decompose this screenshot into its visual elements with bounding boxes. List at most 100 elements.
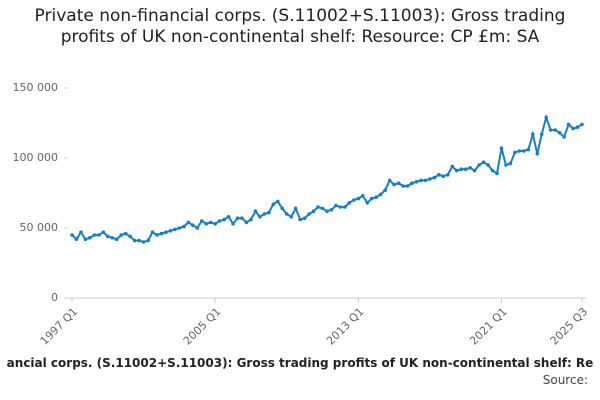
data-point [199,219,204,223]
data-point [338,205,343,209]
chart: 0 50 000 100 000 150 000 1997 Q1 2005 Q1 2013 … [13,81,591,348]
data-point [414,180,419,184]
y-tick-label: 150 000 [13,81,59,94]
data-point [79,230,83,234]
y-tick-label: 0 [51,291,58,304]
data-point [517,149,522,153]
data-point [253,209,258,213]
data-point [226,215,231,219]
data-point [392,182,396,187]
data-point [132,238,137,243]
data-point [83,237,88,241]
data-point [441,174,446,178]
data-point [150,230,155,234]
data-point [280,206,285,211]
data-point [374,195,379,199]
data-point [222,217,226,222]
data-point [360,194,365,198]
data-point [329,208,334,212]
data-point [539,132,544,136]
data-point [387,178,392,183]
data-point [369,196,374,201]
data-point [513,150,517,155]
data-point [490,168,495,173]
data-point [114,237,119,241]
data-point [164,230,168,234]
data-point [575,125,580,129]
data-point [445,173,450,177]
data-point [267,210,271,215]
data-point [526,147,531,152]
data-point [508,161,513,166]
data-point [486,163,490,167]
data-point [235,216,240,220]
data-point [159,231,164,236]
data-point [419,178,423,183]
data-point [101,230,106,234]
data-point [240,216,244,220]
data-point [535,152,540,156]
data-point [173,227,177,232]
data-point [74,237,79,241]
data-point [383,188,387,192]
data-point [544,115,549,120]
data-point [302,216,307,220]
data-point [146,238,150,243]
data-point [177,226,182,230]
data-point [548,128,553,132]
data-point [334,203,338,208]
data-point [405,184,410,188]
data-point [530,132,535,136]
x-tick-label: 2025 Q3 [548,305,591,348]
data-point [365,201,370,205]
data-point [244,220,249,225]
data-point [307,212,311,216]
x-tick-label: 2005 Q1 [181,305,224,348]
data-point [396,181,401,185]
data-point [580,122,584,127]
y-tick-label: 100 000 [13,151,59,164]
data-point [499,146,504,150]
data-point [481,160,486,164]
data-point [298,217,302,222]
data-point [217,219,222,223]
data-point [401,184,405,188]
data-point [522,149,526,153]
data-point [428,177,432,181]
data-point [356,196,361,201]
data-point [566,122,571,127]
data-point [271,202,276,206]
data-point [141,240,146,244]
data-point [293,206,298,211]
x-tick-label: 2013 Q1 [324,305,367,348]
chart-title: Private non-financial corps. (S.11002+S.… [34,6,566,47]
data-point [182,224,186,229]
data-point [472,168,477,173]
data-point [463,167,468,171]
data-point [410,181,414,185]
data-point [495,171,499,176]
data-point [289,215,294,219]
data-point [468,166,472,170]
data-point [168,229,173,233]
y-tick-label: 50 000 [20,221,59,234]
data-point [258,215,262,219]
data-point [343,205,347,209]
data-point [123,231,128,236]
data-point [110,236,115,240]
data-point [70,233,74,237]
data-point [325,209,329,213]
data-point [231,222,235,226]
data-point [423,178,428,183]
x-tick-label: 2021 Q1 [467,305,510,348]
series-line [71,114,583,244]
data-point [128,234,132,239]
data-point [284,212,289,216]
data-point [347,201,352,205]
data-point [316,205,320,209]
data-point [190,223,195,227]
data-point [477,163,481,167]
data-point [454,168,459,173]
footer-title: ancial corps. (S.11002+S.11003): Gross t… [6,356,594,370]
